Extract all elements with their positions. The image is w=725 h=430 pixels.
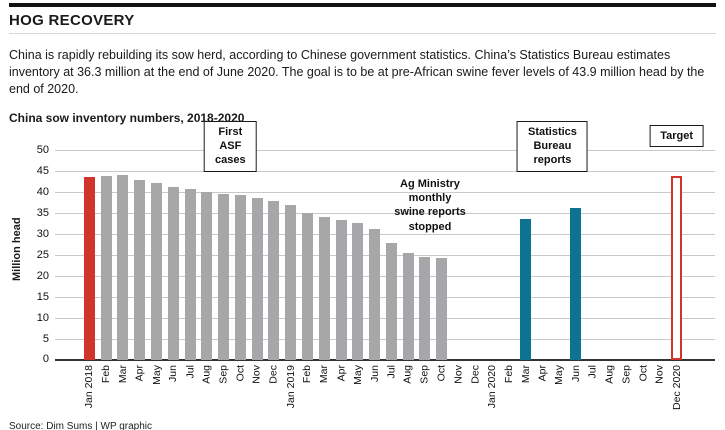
x-tick-label: Aug	[200, 364, 213, 384]
y-tick-label: 40	[36, 185, 49, 198]
page-title: HOG RECOVERY	[9, 12, 135, 29]
x-tick-label: May	[351, 364, 364, 385]
x-tick-label: Feb	[502, 364, 515, 383]
bar-gray	[268, 200, 280, 360]
x-tick-label: Jul	[586, 364, 599, 379]
gridline: 20	[37, 270, 715, 282]
bar-gray	[335, 219, 347, 360]
bar-gray	[385, 242, 397, 360]
y-tick-label: 25	[36, 248, 49, 261]
bar-gray	[167, 186, 179, 360]
x-tick-label: Apr	[133, 364, 146, 382]
x-tick-label: Sep	[620, 364, 633, 384]
bar-gray	[151, 182, 162, 360]
x-tick-label: Oct	[435, 364, 448, 382]
x-tick-label: Jan 2019	[284, 364, 297, 408]
x-tick-label: Apr	[335, 364, 348, 382]
x-tick-label: Nov	[653, 364, 666, 384]
x-tick-label: Jul	[385, 364, 398, 379]
bar-teal	[520, 218, 532, 360]
chart: Million head 0 5 10 15 20 25 30 35 40 45 50 First A…	[9, 120, 716, 417]
x-tick-label: Jun	[569, 364, 582, 382]
y-tick-label: 20	[36, 269, 49, 282]
gridline: 45	[37, 165, 715, 177]
y-tick-label: 10	[36, 311, 49, 324]
x-tick-label: Aug	[402, 364, 415, 384]
bar-gray	[234, 194, 246, 360]
x-tick-label: Oct	[637, 364, 650, 382]
x-tick-label: Nov	[251, 364, 264, 384]
source-text: Source: Dim Sums | WP graphic	[9, 420, 153, 430]
y-tick-label: 45	[36, 164, 49, 177]
bar-gray	[117, 174, 129, 360]
x-tick-label: Jun	[368, 364, 381, 382]
annotation-statistics-bureau-reports: Statistics Bureau reports	[516, 120, 588, 172]
y-tick-label: 35	[36, 206, 49, 219]
x-tick-label: Mar	[116, 364, 129, 383]
x-tick-label: Nov	[452, 364, 465, 384]
bar-gray	[201, 191, 213, 360]
gridline: 40	[37, 186, 715, 198]
gridline: 25	[37, 249, 715, 261]
gridline: 30	[37, 228, 715, 240]
bar-gray	[436, 257, 448, 360]
bar-gray	[302, 212, 313, 360]
bar-gray	[402, 252, 414, 360]
gridline: 5	[43, 333, 715, 345]
annotation-target: Target	[649, 124, 705, 148]
x-tick-label: Oct	[234, 364, 247, 382]
y-tick-label: 5	[42, 332, 49, 345]
bar-target	[671, 175, 683, 360]
y-tick-label: 50	[36, 143, 49, 156]
bar-gray	[419, 256, 431, 360]
bar-gray	[100, 175, 112, 360]
bar-gray	[352, 222, 364, 360]
bar-gray	[285, 204, 297, 360]
bar-gray	[369, 228, 381, 360]
x-tick-label: May	[553, 364, 566, 385]
x-tick-label: Feb	[301, 364, 314, 383]
x-tick-label: Jul	[184, 364, 197, 379]
x-tick-label: Mar	[318, 364, 331, 383]
intro-text: China is rapidly rebuilding its sow herd…	[9, 47, 705, 97]
bar-gray	[134, 179, 146, 360]
x-tick-label: Apr	[536, 364, 549, 382]
gridline: 35	[37, 207, 715, 219]
x-tick-label: May	[150, 364, 163, 385]
x-tick-label: Jan 2020	[486, 364, 499, 408]
plot-area: 0 5 10 15 20 25 30 35 40 45 50 First ASF cases Ag Mi…	[37, 120, 715, 365]
y-tick-label: 30	[36, 227, 49, 240]
x-tick-label: Aug	[603, 364, 616, 384]
top-rule	[9, 3, 716, 7]
bar-gray	[184, 188, 196, 360]
y-tick-label: 0	[42, 352, 49, 365]
x-tick-label: Feb	[100, 364, 113, 383]
gridline: 15	[37, 291, 715, 303]
bar-teal	[570, 207, 582, 360]
gridline: 10	[37, 312, 715, 324]
gridline: 50	[37, 144, 715, 156]
bar-gray	[218, 193, 230, 360]
x-tick-label: Jun	[167, 364, 180, 382]
x-tick-label: Dec	[469, 364, 482, 384]
bar-red	[83, 176, 95, 360]
x-axis-line: 0	[43, 353, 715, 365]
x-axis-labels: Jan 2018 Feb Mar Apr May Jun Jul Aug Sep Oct Nov De…	[55, 361, 715, 417]
annotation-ag-ministry-note: Ag Ministry monthly swine reports stoppe…	[394, 177, 466, 233]
x-tick-label: Jan 2018	[83, 364, 96, 408]
y-tick-label: 15	[36, 290, 49, 303]
x-tick-label: Mar	[519, 364, 532, 383]
x-tick-label: Dec	[267, 364, 280, 384]
title-divider	[9, 33, 716, 34]
chart-subtitle: China sow inventory numbers, 2018-2020	[9, 110, 245, 125]
x-tick-label: Sep	[418, 364, 431, 384]
annotation-first-asf-cases: First ASF cases	[204, 120, 257, 172]
bar-gray	[318, 216, 330, 360]
bar-gray	[251, 197, 263, 360]
x-tick-label: Dec 2020	[670, 364, 683, 410]
x-tick-label: Sep	[217, 364, 230, 384]
